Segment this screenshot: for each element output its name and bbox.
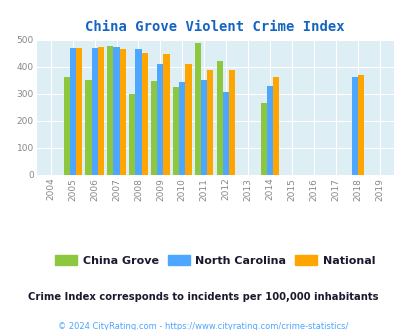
Bar (98, 47, 104, 175)
Bar (179, 82, 185, 175)
Bar (273, 77, 279, 175)
Bar (129, 94, 135, 175)
Bar (266, 86, 273, 175)
Bar (351, 77, 357, 175)
Title: China Grove Violent Crime Index: China Grove Violent Crime Index (85, 20, 344, 34)
Bar (107, 46, 113, 175)
Bar (200, 80, 207, 175)
Bar (260, 104, 266, 175)
Bar (163, 54, 169, 175)
Bar (357, 75, 363, 175)
Bar (194, 43, 200, 175)
Bar (85, 80, 92, 175)
Bar (157, 64, 163, 175)
Bar (185, 64, 191, 175)
Bar (173, 87, 179, 175)
Legend: China Grove, North Carolina, National: China Grove, North Carolina, National (50, 251, 379, 271)
Bar (135, 50, 141, 175)
Bar (216, 61, 222, 175)
Bar (76, 48, 82, 175)
Bar (222, 92, 229, 175)
Bar (119, 49, 126, 175)
Text: © 2024 CityRating.com - https://www.cityrating.com/crime-statistics/: © 2024 CityRating.com - https://www.city… (58, 322, 347, 330)
Bar (141, 52, 147, 175)
Bar (70, 48, 76, 175)
Bar (113, 47, 119, 175)
Bar (92, 48, 98, 175)
Bar (229, 70, 235, 175)
Bar (63, 77, 70, 175)
Bar (151, 81, 157, 175)
Bar (207, 70, 213, 175)
Text: Crime Index corresponds to incidents per 100,000 inhabitants: Crime Index corresponds to incidents per… (28, 292, 377, 302)
